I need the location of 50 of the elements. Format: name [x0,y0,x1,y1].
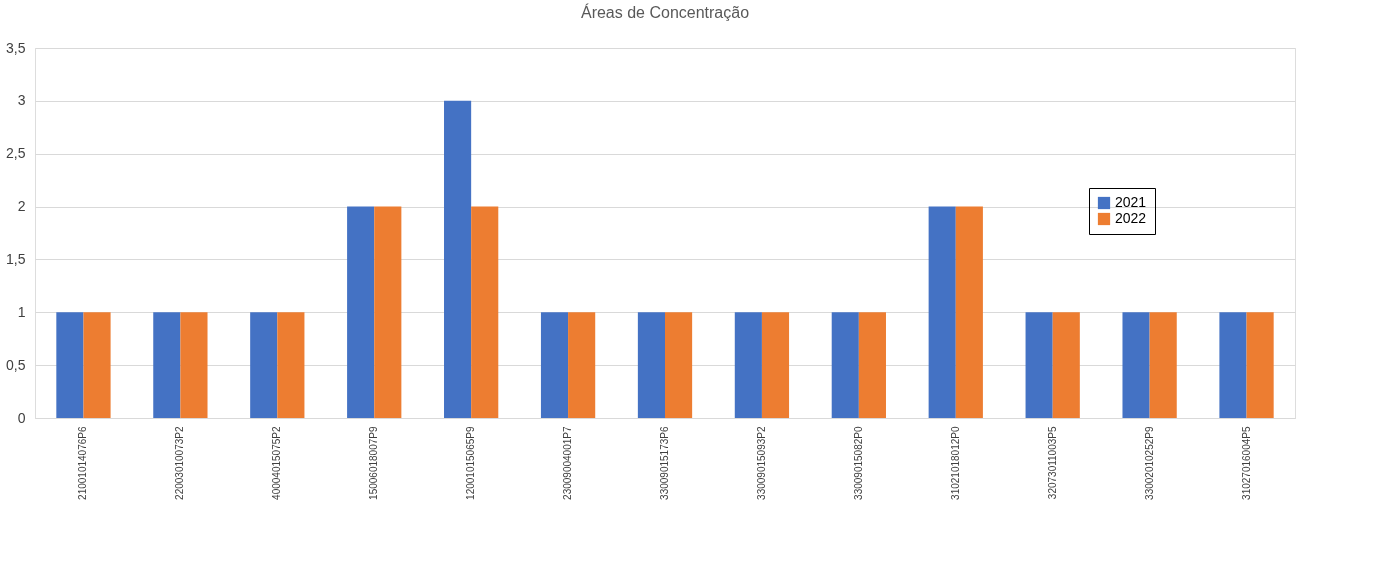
bar [831,312,859,418]
bar [955,206,983,418]
y-tick-label: 2 [17,198,26,215]
y-tick-label: 3 [17,92,26,109]
chart-title: Áreas de Concentração [580,3,750,21]
bar [1246,312,1274,418]
bar [471,206,499,418]
bar [56,312,84,418]
bar [665,312,693,418]
bar [153,312,181,418]
bar [347,206,375,418]
x-tick-label: 31027016004P5 [1240,426,1252,500]
bar [858,312,886,418]
y-tick-label: 3,5 [6,39,26,56]
x-tick-label: 15006018007P9 [368,426,380,500]
bar [734,312,762,418]
bar [250,312,278,418]
legend-label: 2021 [1115,194,1147,210]
x-tick-label: 32073011003P5 [1046,426,1058,500]
y-tick-label: 1 [17,303,26,320]
x-tick-label: 33002010252P9 [1143,426,1155,500]
x-tick-label: 22003010073P2 [174,426,186,500]
bar [83,312,111,418]
x-tick-label: 33009015082P0 [852,426,864,500]
bar [928,206,956,418]
x-tick-label: 31021018012P0 [949,426,961,500]
bar [1149,312,1177,418]
x-tick-label: 12001015065P9 [465,426,477,500]
y-tick-label: 0 [17,409,26,426]
bar [1122,312,1150,418]
bar [1052,312,1080,418]
bar [1025,312,1053,418]
bar [374,206,402,418]
bar [180,312,208,418]
bar [637,312,665,418]
y-tick-label: 1,5 [6,250,26,267]
x-tick-label: 23009004001P7 [562,426,574,500]
x-tick-label: 33009015173P6 [659,426,670,500]
legend-label: 2022 [1115,210,1147,226]
bar [444,100,472,418]
bar [568,312,596,418]
x-tick-label: 40004015075P2 [271,426,283,500]
x-tick-label: 21001014076P6 [77,426,89,500]
bar [540,312,569,418]
bar [1219,312,1247,418]
bar [761,312,790,418]
x-tick-label: 33009015093P2 [755,426,767,500]
y-tick-label: 0,5 [6,356,26,373]
y-tick-label: 2,5 [6,145,26,162]
bar [277,312,305,418]
